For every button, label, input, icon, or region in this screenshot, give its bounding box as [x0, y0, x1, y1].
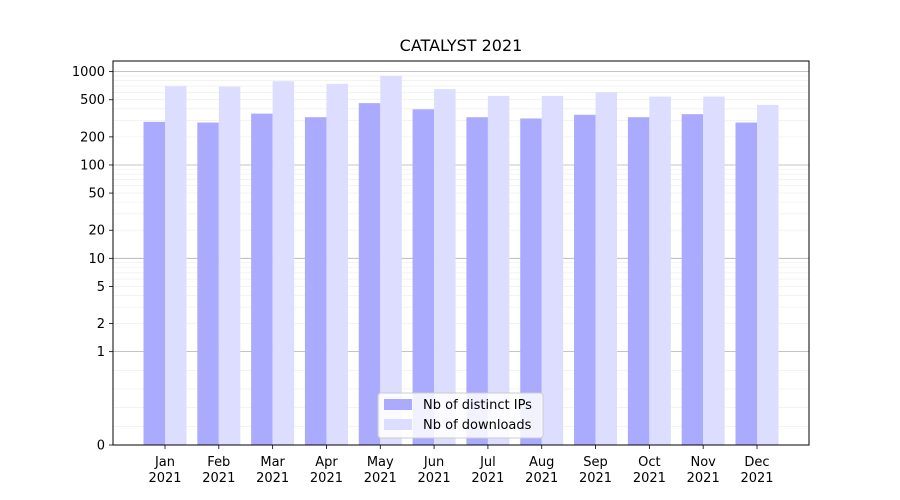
- bar-downloads: [757, 104, 779, 446]
- y-tick-label: 0: [97, 439, 105, 454]
- plot-frame: [112, 60, 810, 446]
- bar-distinct-ips: [520, 118, 542, 446]
- bar-distinct-ips: [466, 117, 488, 445]
- x-tick-label-year: 2021: [418, 471, 451, 486]
- bar-downloads: [595, 92, 618, 445]
- bar-downloads: [434, 89, 456, 445]
- x-tick-label-year: 2021: [740, 471, 773, 486]
- bar-distinct-ips: [681, 114, 704, 446]
- bar-distinct-ips: [143, 121, 165, 445]
- bar-downloads: [165, 86, 187, 446]
- legend-label-downloads: Nb of downloads: [423, 418, 532, 433]
- y-tick-label: 20: [88, 224, 105, 239]
- y-tick-label: 2: [97, 317, 105, 332]
- bar-distinct-ips: [627, 117, 650, 445]
- bar-downloads: [649, 96, 671, 445]
- bar-distinct-ips: [251, 113, 273, 446]
- legend-box: [377, 392, 544, 439]
- bar-distinct-ips: [574, 114, 596, 446]
- x-tick-label-month: Oct: [638, 455, 660, 470]
- x-tick-label-month: Nov: [690, 455, 716, 470]
- y-tick-label: 500: [80, 93, 105, 108]
- x-tick-label-year: 2021: [633, 471, 666, 486]
- bar-downloads: [487, 95, 510, 446]
- x-tick-label-month: May: [367, 455, 394, 470]
- x-axis: Jan2021Feb2021Mar2021Apr2021May2021Jun20…: [148, 445, 774, 486]
- x-tick-label-month: Apr: [315, 455, 338, 470]
- x-tick-label-month: Jun: [423, 455, 444, 470]
- x-tick-label-year: 2021: [471, 471, 504, 486]
- bar-downloads: [326, 83, 348, 446]
- bar-distinct-ips: [197, 122, 219, 445]
- bar-distinct-ips: [358, 103, 381, 446]
- y-axis: 0 1 2 5 10 20 50 100 200 500 1000: [72, 65, 113, 454]
- bar-downloads: [541, 95, 564, 446]
- bar-downloads: [218, 86, 241, 445]
- x-tick-label-year: 2021: [525, 471, 558, 486]
- x-tick-label-year: 2021: [202, 471, 235, 486]
- legend-label-distinct-ips: Nb of distinct IPs: [423, 398, 532, 413]
- x-tick-label-month: Aug: [529, 455, 554, 470]
- y-tick-label: 50: [88, 187, 105, 202]
- bar-distinct-ips: [304, 117, 327, 445]
- y-tick-label: 1000: [72, 65, 105, 80]
- y-tick-label: 10: [88, 252, 105, 267]
- x-tick-label-year: 2021: [579, 471, 612, 486]
- bars: [143, 75, 779, 446]
- x-tick-label-month: Feb: [207, 455, 230, 470]
- bar-distinct-ips: [412, 109, 435, 445]
- y-tick-label: 1: [97, 345, 105, 360]
- chart-title: CATALYST 2021: [400, 36, 523, 55]
- legend-swatch-downloads: [384, 419, 412, 430]
- bar-downloads: [380, 75, 402, 446]
- bar-downloads: [272, 81, 295, 446]
- x-tick-label-year: 2021: [687, 471, 720, 486]
- y-tick-label: 100: [80, 158, 105, 173]
- x-tick-label-month: Sep: [583, 455, 608, 470]
- x-tick-label-year: 2021: [148, 471, 181, 486]
- bar-downloads: [703, 96, 725, 445]
- legend-swatch-distinct-ips: [384, 399, 412, 410]
- x-tick-label-year: 2021: [310, 471, 343, 486]
- x-tick-label-month: Dec: [744, 455, 769, 470]
- x-tick-label-year: 2021: [256, 471, 289, 486]
- x-tick-label-month: Jan: [154, 455, 175, 470]
- legend: Nb of distinct IPs Nb of downloads: [377, 392, 544, 439]
- x-tick-label-year: 2021: [364, 471, 397, 486]
- y-tick-label: 200: [80, 130, 105, 145]
- y-tick-label: 5: [97, 280, 105, 295]
- x-tick-label-month: Mar: [260, 455, 285, 470]
- x-tick-label-month: Jul: [479, 455, 496, 470]
- bar-distinct-ips: [735, 122, 757, 445]
